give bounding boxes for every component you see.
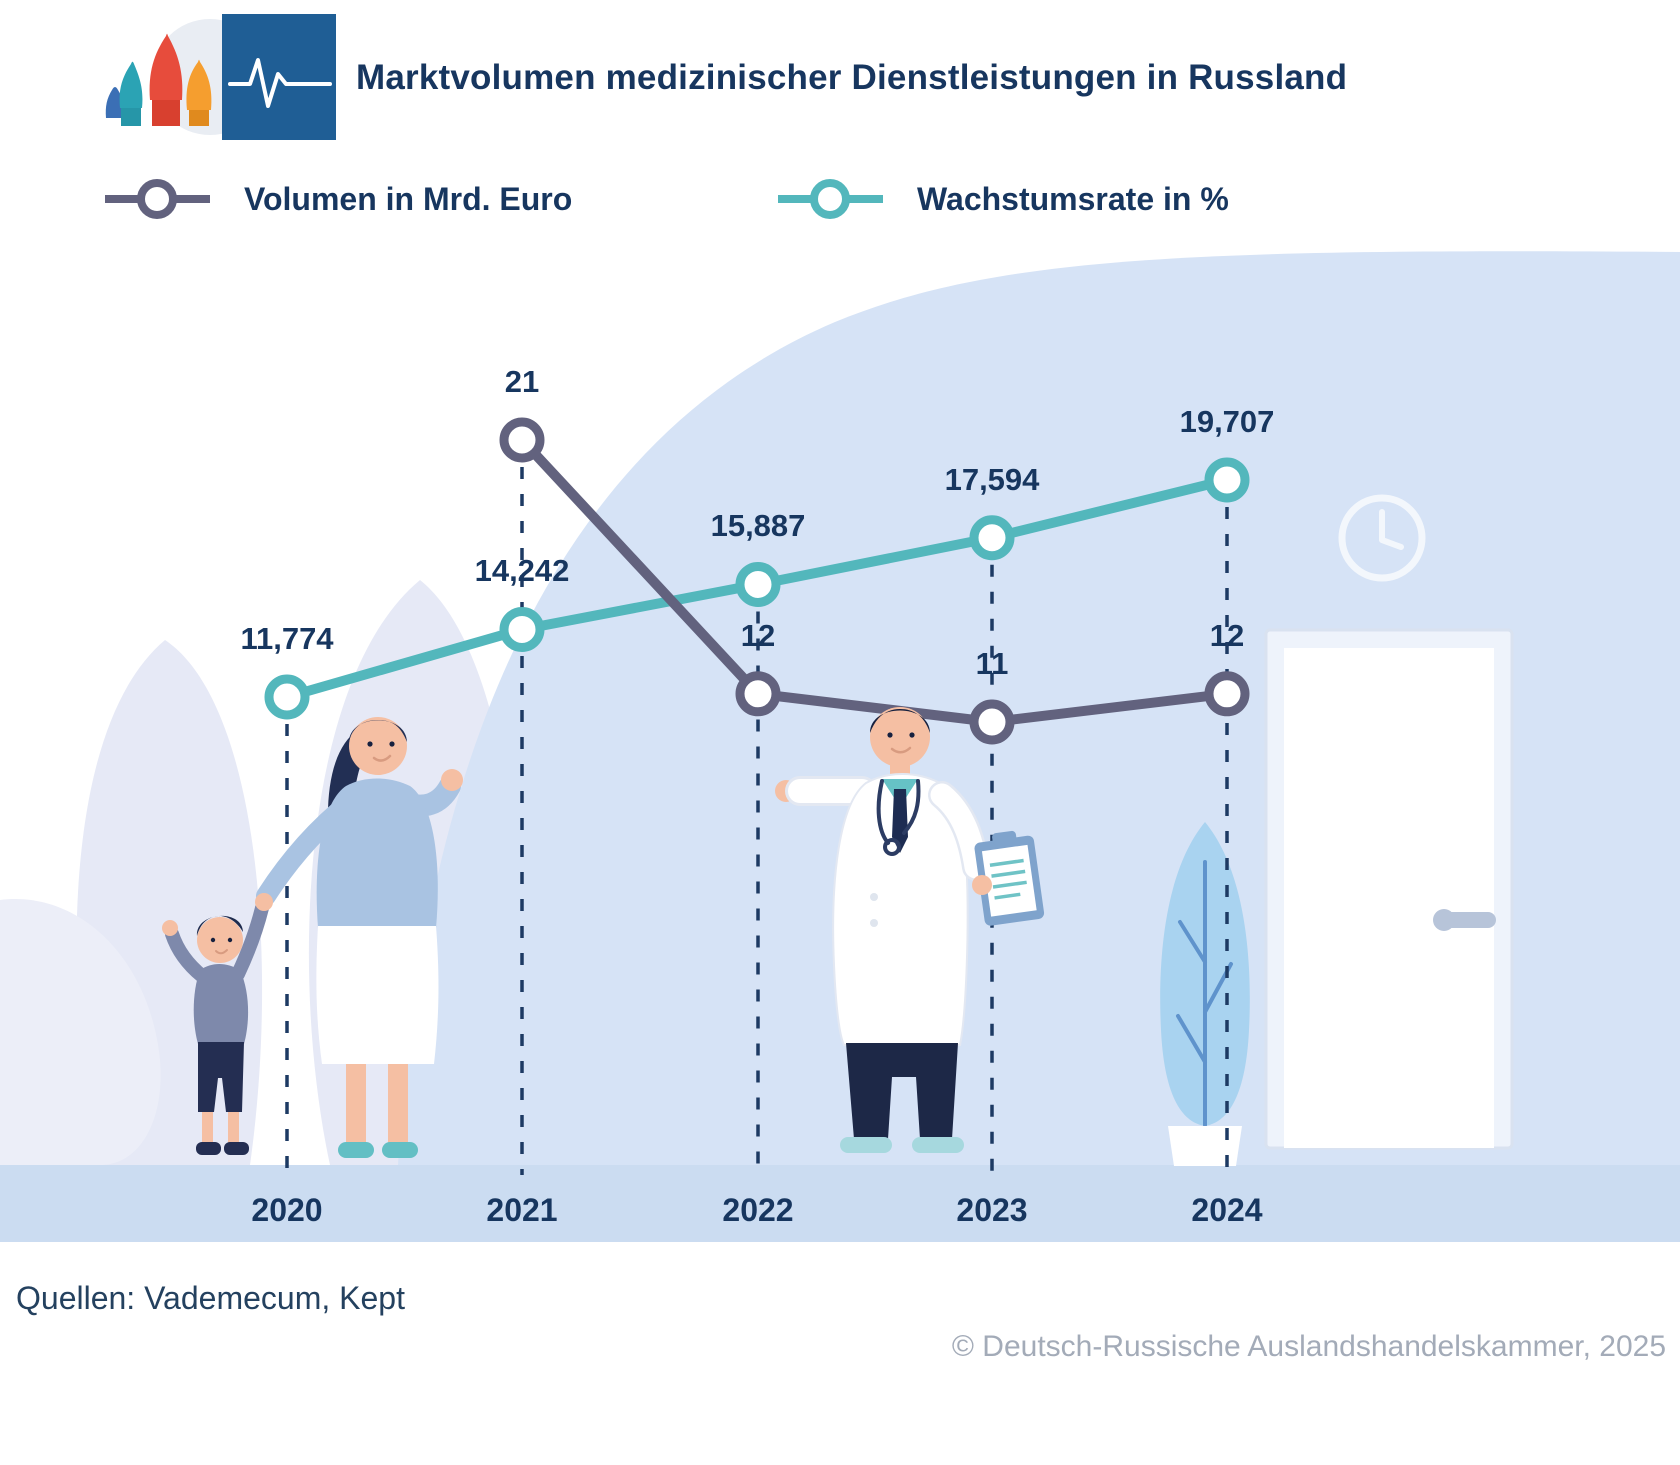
stethoscope-icon (876, 779, 921, 845)
heartbeat-icon (228, 58, 332, 108)
data-point (499, 606, 545, 652)
legend-item-growth: Wachstumsrate in % (778, 176, 1229, 222)
volume-series-marker-icon (105, 179, 210, 219)
mother-and-child-illustration (162, 717, 463, 1158)
ahk-logo (90, 14, 336, 140)
doctor-illustration (775, 707, 1045, 1153)
data-point (264, 674, 310, 720)
growth-series-marker-icon (778, 179, 883, 219)
clock-icon (1338, 494, 1426, 582)
series-line (517, 435, 1232, 727)
tree-pot (1168, 1126, 1242, 1166)
data-point (499, 417, 545, 463)
cathedral-dome-icon (105, 87, 125, 118)
doctor-tie (892, 789, 908, 853)
floor-strip (0, 1165, 1680, 1242)
doctor-hand (972, 875, 992, 895)
data-point (1204, 457, 1250, 503)
child-figure (162, 893, 273, 1155)
doctor-pants (846, 1043, 958, 1139)
copyright-note: © Deutsch-Russische Auslandshandelskamme… (951, 1330, 1666, 1363)
data-point (735, 561, 781, 607)
cathedral-dome-icon (186, 59, 212, 110)
clipboard-icon (974, 830, 1045, 926)
bush-shape (0, 899, 161, 1165)
data-point (735, 671, 781, 717)
cathedral-dome-icon (149, 33, 183, 100)
data-point (1204, 671, 1250, 717)
legend-item-volume: Volumen in Mrd. Euro (105, 176, 572, 222)
legend-label-growth: Wachstumsrate in % (917, 180, 1229, 217)
door-illustration (1264, 628, 1514, 1150)
source-note: Quellen: Vademecum, Kept (16, 1280, 405, 1316)
page-title: Marktvolumen medizinischer Dienstleistun… (356, 58, 1348, 97)
cathedral-dome-icon (119, 61, 143, 108)
data-point (969, 515, 1015, 561)
data-point (969, 699, 1015, 745)
mother-figure (256, 717, 463, 1158)
legend-label-volume: Volumen in Mrd. Euro (244, 180, 573, 217)
